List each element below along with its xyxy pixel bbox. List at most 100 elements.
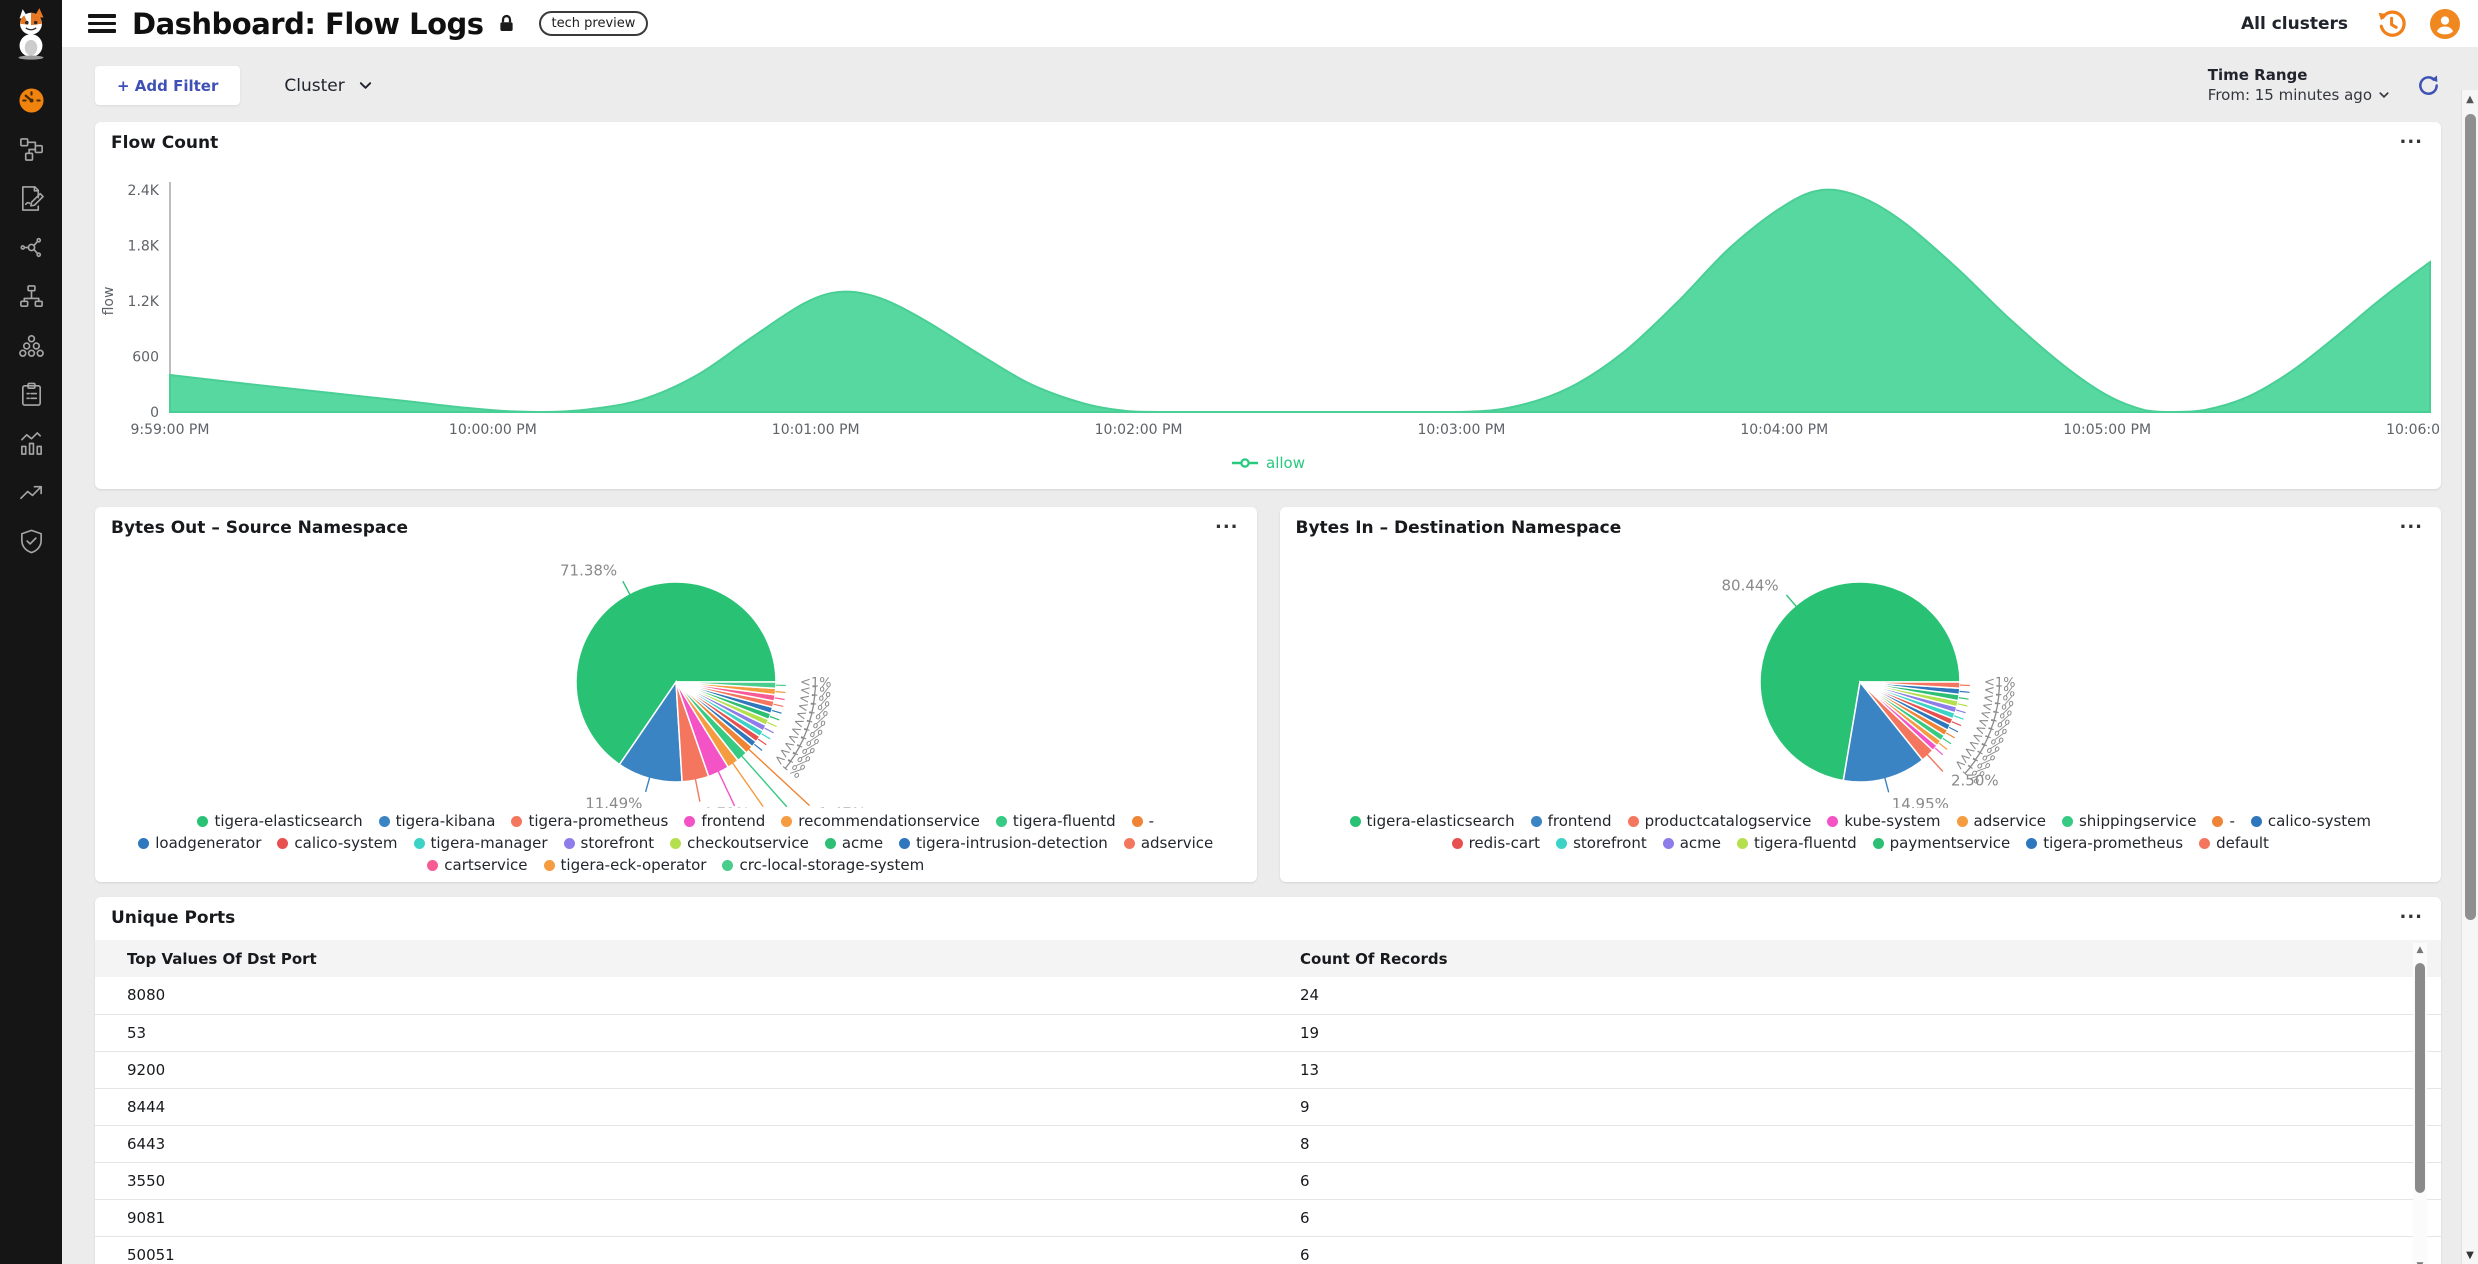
legend-item-tigera-fluentd[interactable]: tigera-fluentd	[995, 812, 1116, 830]
flow-log-edit-icon[interactable]	[11, 178, 51, 218]
share-nodes-icon[interactable]	[11, 227, 51, 267]
stats-chart-icon[interactable]	[11, 423, 51, 463]
legend-dot	[2199, 837, 2211, 849]
legend-item-tigera-fluentd[interactable]: tigera-fluentd	[1736, 834, 1857, 852]
legend-item--[interactable]: -	[1131, 812, 1155, 830]
trend-up-icon[interactable]	[11, 472, 51, 512]
pie-percent-label: 71.38%	[560, 562, 617, 580]
legend-item-shippingservice[interactable]: shippingservice	[2061, 812, 2196, 830]
hamburger-menu-icon[interactable]	[88, 13, 118, 35]
flow-legend-allow[interactable]: allow	[95, 454, 2441, 472]
scroll-down-icon[interactable]: ▼	[2466, 1250, 2474, 1261]
panel-menu-button[interactable]: ...	[2399, 902, 2423, 923]
legend-item-redis-cart[interactable]: redis-cart	[1451, 834, 1541, 852]
refresh-icon[interactable]	[2416, 73, 2441, 98]
legend-item-crc-local-storage-system[interactable]: crc-local-storage-system	[722, 856, 924, 874]
scroll-down-icon[interactable]: ▼	[2413, 1261, 2427, 1264]
bytes-in-pie-chart[interactable]: 80.44%14.95%2.50%<1%<1%<1%<1%<1%<1%<1%<1…	[1625, 540, 2095, 808]
scrollbar-thumb[interactable]	[2465, 114, 2476, 920]
legend-label: loadgenerator	[155, 834, 262, 852]
legend-item-tigera-intrusion-detection[interactable]: tigera-intrusion-detection	[899, 834, 1108, 852]
user-avatar-icon[interactable]	[2430, 8, 2460, 39]
legend-item-tigera-elasticsearch[interactable]: tigera-elasticsearch	[1349, 812, 1515, 830]
legend-label: tigera-prometheus	[528, 812, 669, 830]
table-row[interactable]: 9200 13	[95, 1051, 2441, 1089]
table-scrollbar[interactable]: ▲ ▼	[2413, 943, 2427, 1264]
legend-item-loadgenerator[interactable]: loadgenerator	[138, 834, 261, 852]
legend-label: checkoutservice	[687, 834, 809, 852]
bytes-out-pie-chart[interactable]: 71.38%11.49%4.71%3.78%2.07%1.95%1.47%<1%…	[441, 540, 911, 809]
clipboard-icon[interactable]	[11, 374, 51, 414]
cluster-nodes-icon[interactable]	[11, 325, 51, 365]
legend-item-calico-system[interactable]: calico-system	[277, 834, 398, 852]
legend-item-default[interactable]: default	[2199, 834, 2269, 852]
table-row[interactable]: 6443 8	[95, 1125, 2441, 1163]
scrollbar-thumb[interactable]	[2415, 963, 2425, 1193]
legend-dot	[1956, 815, 1968, 827]
table-cell: 9200	[95, 1051, 1268, 1089]
top-header: Dashboard: Flow Logs tech preview All cl…	[62, 0, 2478, 47]
page-scrollbar[interactable]: ▲ ▼	[2461, 90, 2478, 1264]
legend-dot	[2250, 815, 2262, 827]
legend-label: -	[1148, 812, 1155, 830]
legend-dot	[1530, 815, 1542, 827]
scroll-up-icon[interactable]: ▲	[2416, 945, 2424, 955]
legend-item-adservice[interactable]: adservice	[1123, 834, 1213, 852]
legend-label: redis-cart	[1468, 834, 1541, 852]
table-row[interactable]: 53 19	[95, 1014, 2441, 1052]
table-row[interactable]: 50051 6	[95, 1236, 2441, 1264]
legend-item-cartservice[interactable]: cartservice	[427, 856, 528, 874]
pie-percent-label: <1%	[798, 691, 831, 711]
legend-item-storefront[interactable]: storefront	[563, 834, 654, 852]
legend-dot	[277, 837, 289, 849]
add-filter-button[interactable]: + Add Filter	[95, 66, 241, 105]
panel-menu-button[interactable]: ...	[2399, 512, 2423, 533]
table-row[interactable]: 3550 6	[95, 1162, 2441, 1200]
panel-menu-button[interactable]: ...	[1214, 512, 1239, 533]
pie-slice-default[interactable]	[1860, 681, 1962, 690]
legend-item-tigera-kibana[interactable]: tigera-kibana	[378, 812, 495, 830]
legend-item-adservice[interactable]: adservice	[1956, 812, 2046, 830]
chevron-down-icon	[359, 82, 371, 89]
legend-item--[interactable]: -	[2212, 812, 2235, 830]
scroll-up-icon[interactable]: ▲	[2466, 94, 2474, 105]
cluster-selector[interactable]: All clusters	[2240, 13, 2348, 34]
legend-item-kube-system[interactable]: kube-system	[1827, 812, 1941, 830]
legend-label: acme	[1679, 834, 1721, 852]
dashboard-gauge-icon[interactable]	[11, 80, 51, 120]
legend-item-tigera-manager[interactable]: tigera-manager	[413, 834, 548, 852]
table-column-header: Count Of Records	[1268, 940, 2441, 977]
legend-item-acme[interactable]: acme	[1662, 834, 1721, 852]
calico-cat-logo[interactable]	[6, 6, 56, 62]
history-icon[interactable]	[2376, 9, 2406, 39]
table-row[interactable]: 8080 24	[95, 977, 2441, 1015]
sitemap-icon[interactable]	[11, 276, 51, 316]
legend-label: tigera-elasticsearch	[1366, 812, 1515, 830]
service-graph-icon[interactable]	[11, 129, 51, 169]
table-row[interactable]: 9081 6	[95, 1199, 2441, 1237]
legend-label: storefront	[1573, 834, 1647, 852]
legend-item-checkoutservice[interactable]: checkoutservice	[670, 834, 809, 852]
legend-item-frontend[interactable]: frontend	[684, 812, 765, 830]
time-range-selector[interactable]: Time Range From: 15 minutes ago	[2208, 66, 2390, 104]
area-series-allow[interactable]	[169, 188, 2431, 414]
legend-item-paymentservice[interactable]: paymentservice	[1872, 834, 2010, 852]
legend-item-frontend[interactable]: frontend	[1530, 812, 1612, 830]
legend-item-tigera-prometheus[interactable]: tigera-prometheus	[511, 812, 668, 830]
legend-item-storefront[interactable]: storefront	[1556, 834, 1647, 852]
legend-item-recommendationservice[interactable]: recommendationservice	[781, 812, 980, 830]
legend-label: acme	[841, 834, 884, 852]
panel-menu-button[interactable]: ...	[2399, 127, 2423, 148]
shield-check-icon[interactable]	[11, 521, 51, 561]
legend-item-tigera-prometheus[interactable]: tigera-prometheus	[2026, 834, 2183, 852]
cluster-filter-dropdown[interactable]: Cluster	[284, 66, 372, 105]
legend-item-tigera-elasticsearch[interactable]: tigera-elasticsearch	[197, 812, 363, 830]
legend-item-calico-system[interactable]: calico-system	[2250, 812, 2371, 830]
table-cell: 19	[1268, 1014, 2441, 1052]
legend-item-tigera-eck-operator[interactable]: tigera-eck-operator	[543, 856, 706, 874]
table-row[interactable]: 8444 9	[95, 1088, 2441, 1126]
table-cell: 6	[1268, 1236, 2441, 1264]
legend-item-productcatalogservice[interactable]: productcatalogservice	[1627, 812, 1811, 830]
legend-item-acme[interactable]: acme	[824, 834, 884, 852]
flow-area-chart[interactable]: 0 600 1.2K 1.8K 2.4K flow 9:59:00 PM 10:00:00 P…	[95, 160, 2441, 445]
